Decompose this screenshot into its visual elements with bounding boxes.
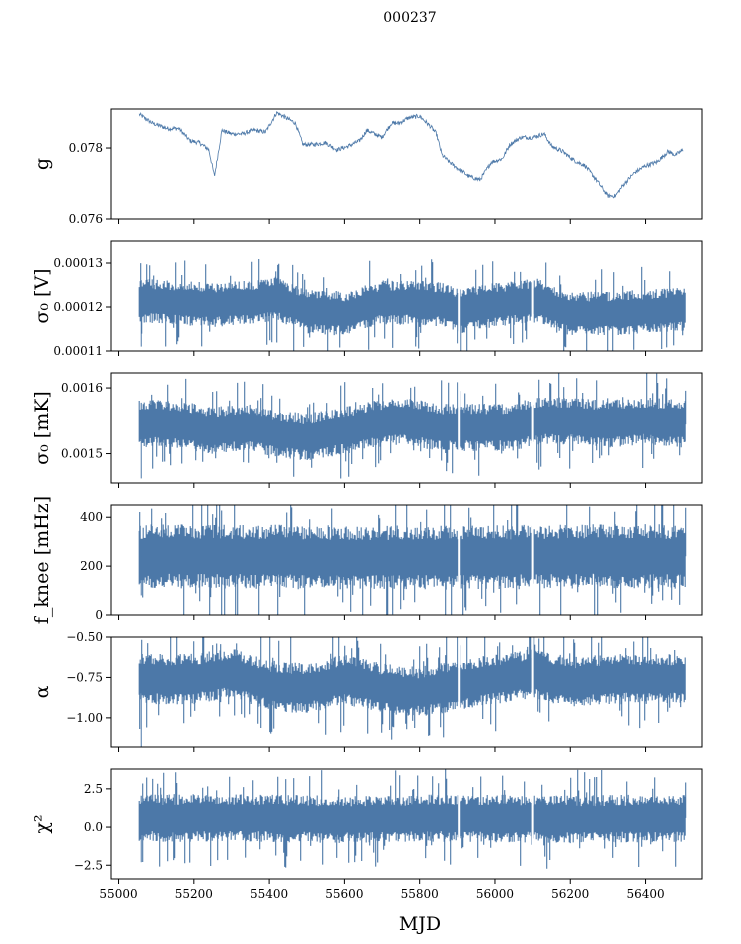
x-tick-label: 56200 (551, 887, 589, 901)
y-tick-label: 400 (80, 510, 103, 524)
series-band (138, 505, 687, 615)
y-tick-label: 0.0015 (61, 447, 103, 461)
y-tick-label: 0.076 (69, 212, 103, 226)
data-gap (458, 241, 461, 351)
data-gap (531, 505, 534, 615)
g-axis-label: g (31, 158, 53, 170)
data-gap (531, 769, 534, 879)
y-tick-label: −2.5 (74, 858, 103, 872)
chi2-axis-label: χ² (31, 814, 53, 833)
y-tick-label: 0.00013 (53, 256, 103, 270)
fknee-axis-label: f_knee [mHz] (31, 496, 53, 624)
y-tick-label: 200 (80, 559, 103, 573)
y-tick-label: 0.00012 (53, 300, 103, 314)
data-gap (531, 373, 534, 483)
panel-1: 0.076 0.078 g (31, 108, 703, 226)
series-band (138, 373, 687, 479)
sigma0-volts-axis-label: σ₀ [V] (31, 268, 53, 323)
x-tick-label: 55400 (250, 887, 288, 901)
data-gap (458, 373, 461, 483)
series-line-group (138, 373, 687, 483)
x-tick-label: 55600 (325, 887, 363, 901)
y-tick-label: −1.00 (66, 711, 103, 725)
y-tick-label: −0.50 (66, 630, 103, 644)
series-band (138, 769, 687, 869)
series-band (138, 637, 686, 740)
y-tick-label: −0.75 (66, 670, 103, 684)
data-gap (458, 505, 461, 615)
panel-5: −1.00 −0.75 −0.50 α (31, 630, 703, 752)
series-line-group (138, 505, 687, 615)
series-line-group (138, 111, 684, 199)
series-band (138, 259, 686, 351)
x-tick-label: 56000 (476, 887, 514, 901)
data-gap (458, 769, 461, 879)
x-tick-label: 55000 (99, 887, 137, 901)
y-tick-label: 0 (95, 608, 103, 622)
x-tick-label: 56400 (626, 887, 664, 901)
axes-frame (110, 108, 703, 220)
figure-title: 000237 (383, 10, 436, 26)
series-line-group (138, 637, 686, 747)
x-tick-label: 55200 (175, 887, 213, 901)
y-tick-label: 0.0 (84, 820, 103, 834)
axes-frame (110, 504, 703, 616)
x-axis-label: MJD (399, 913, 441, 935)
axes-frame (110, 768, 703, 880)
panel-6: −2.5 0.0 2.5 55000 55200 55400 55600 55800 56000… (31, 768, 703, 901)
axes-frame (110, 240, 703, 352)
y-tick-label: 0.0016 (61, 381, 103, 395)
panel-4: 0 200 400 f_knee [mHz] (31, 496, 703, 624)
alpha-axis-label: α (31, 685, 53, 698)
panel-3: 0.0015 0.0016 σ₀ [mK] (31, 372, 703, 488)
data-gap (458, 637, 461, 747)
x-tick-label: 55800 (401, 887, 439, 901)
y-tick-label: 0.00011 (53, 344, 103, 358)
sigma0-mk-axis-label: σ₀ [mK] (31, 391, 53, 465)
y-tick-label: 2.5 (84, 782, 103, 796)
axes-frame (110, 636, 703, 748)
data-gap (531, 241, 534, 351)
series-line (138, 111, 684, 199)
axes-frame (110, 372, 703, 484)
series-line-group (138, 241, 686, 351)
data-gap (531, 637, 534, 747)
y-tick-label: 0.078 (69, 141, 103, 155)
series-line-group (138, 769, 687, 879)
